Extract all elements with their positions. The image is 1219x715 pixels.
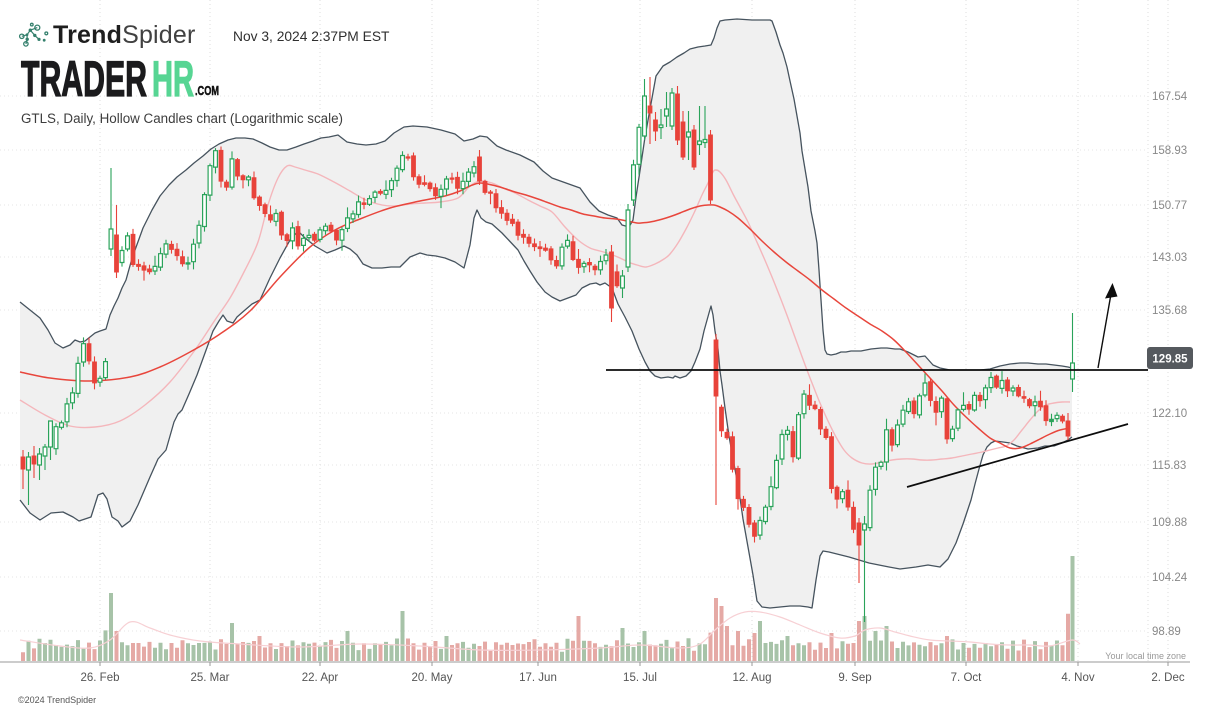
svg-text:TRADER: TRADER [21,51,147,107]
svg-text:.COM: .COM [195,83,219,98]
svg-text:26. Feb: 26. Feb [81,672,120,684]
svg-text:22. Apr: 22. Apr [302,672,339,684]
svg-text:©2024 TrendSpider: ©2024 TrendSpider [18,695,96,705]
svg-text:Nov 3, 2024 2:37PM EST: Nov 3, 2024 2:37PM EST [233,29,390,44]
svg-text:122.10: 122.10 [1152,408,1187,420]
svg-text:104.24: 104.24 [1152,572,1188,584]
svg-text:4. Nov: 4. Nov [1061,672,1094,684]
svg-text:Your local time zone: Your local time zone [1105,651,1186,661]
svg-text:129.85: 129.85 [1152,354,1188,366]
svg-text:12. Aug: 12. Aug [732,672,771,684]
svg-text:7. Oct: 7. Oct [951,672,982,684]
svg-text:20. May: 20. May [412,672,453,684]
svg-text:150.77: 150.77 [1152,200,1187,212]
svg-text:GTLS, Daily, Hollow Candles ch: GTLS, Daily, Hollow Candles chart (Logar… [21,111,343,126]
svg-text:143.03: 143.03 [1152,252,1187,264]
svg-text:HR: HR [152,51,194,107]
svg-text:9. Sep: 9. Sep [838,672,871,684]
svg-text:115.83: 115.83 [1152,460,1186,472]
svg-text:135.68: 135.68 [1152,305,1187,317]
svg-text:2. Dec: 2. Dec [1151,672,1184,684]
svg-text:167.54: 167.54 [1152,91,1188,103]
svg-text:15. Jul: 15. Jul [623,672,657,684]
svg-text:25. Mar: 25. Mar [191,672,230,684]
svg-text:TrendSpider: TrendSpider [53,21,196,49]
svg-text:98.89: 98.89 [1152,626,1181,638]
svg-text:17. Jun: 17. Jun [519,672,557,684]
svg-text:158.93: 158.93 [1152,145,1187,157]
svg-text:109.88: 109.88 [1152,517,1187,529]
